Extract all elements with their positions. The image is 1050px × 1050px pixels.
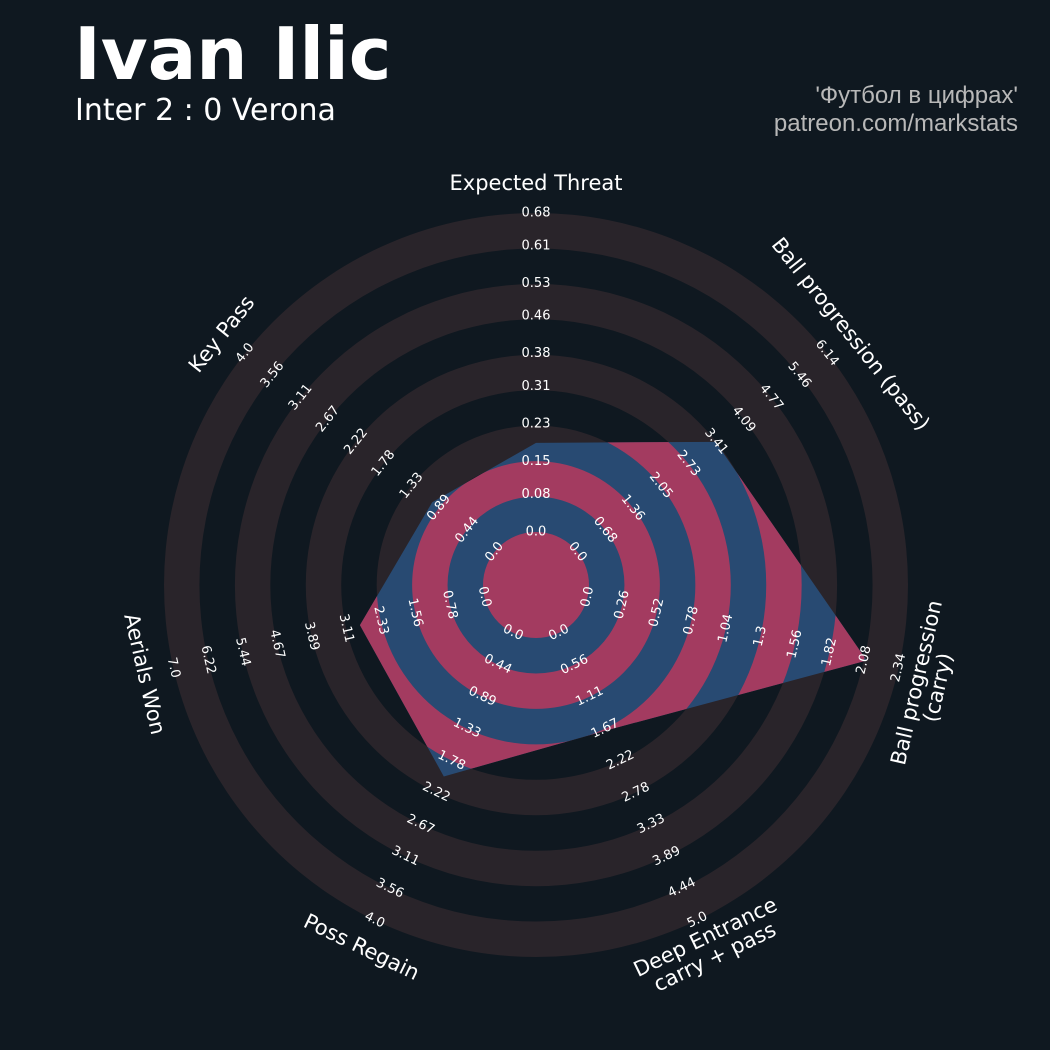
tick-label: 2.33	[370, 605, 391, 637]
tick-label: 2.34	[888, 652, 909, 684]
tick-label: 0.38	[522, 346, 551, 361]
tick-label: 0.0	[526, 525, 547, 540]
tick-label: 1.56	[404, 597, 425, 629]
tick-label: 0.53	[522, 276, 551, 291]
tick-label: 4.67	[266, 628, 287, 660]
tick-label: 1.04	[715, 613, 736, 645]
tick-label: 3.89	[301, 620, 322, 652]
tick-label: 1.56	[784, 628, 805, 660]
tick-label: 0.61	[522, 238, 551, 253]
tick-label: 0.0	[578, 585, 597, 609]
highlight-rings	[359, 441, 867, 777]
credit: patreon.com/markstats	[773, 110, 1018, 137]
tick-label: 0.46	[522, 309, 551, 324]
center-circle	[483, 532, 589, 638]
tick-label: 3.11	[336, 613, 357, 645]
tick-label: 0.52	[646, 597, 667, 629]
tick-label: 0.68	[522, 206, 551, 221]
credit: 'Футбол в цифрах'	[815, 82, 1018, 109]
tick-label: 5.44	[232, 636, 253, 668]
title: Ivan Ilic	[74, 12, 392, 96]
tick-label: 1.82	[819, 636, 840, 668]
tick-label: 0.78	[439, 589, 460, 621]
axis-title: Expected Threat	[449, 171, 623, 195]
tick-label: 0.26	[612, 589, 633, 621]
tick-label: 0.0	[475, 585, 494, 609]
tick-label: 0.31	[522, 379, 551, 394]
subtitle: Inter 2 : 0 Verona	[75, 93, 336, 128]
tick-label: 7.0	[164, 656, 183, 680]
tick-label: 0.23	[522, 417, 551, 432]
tick-label: 0.08	[522, 487, 551, 502]
tick-label: 0.78	[681, 605, 702, 637]
tick-label: 1.3	[751, 624, 770, 648]
tick-label: 6.22	[197, 644, 218, 676]
tick-label: 2.08	[854, 644, 875, 676]
tick-label: 0.15	[522, 454, 551, 469]
